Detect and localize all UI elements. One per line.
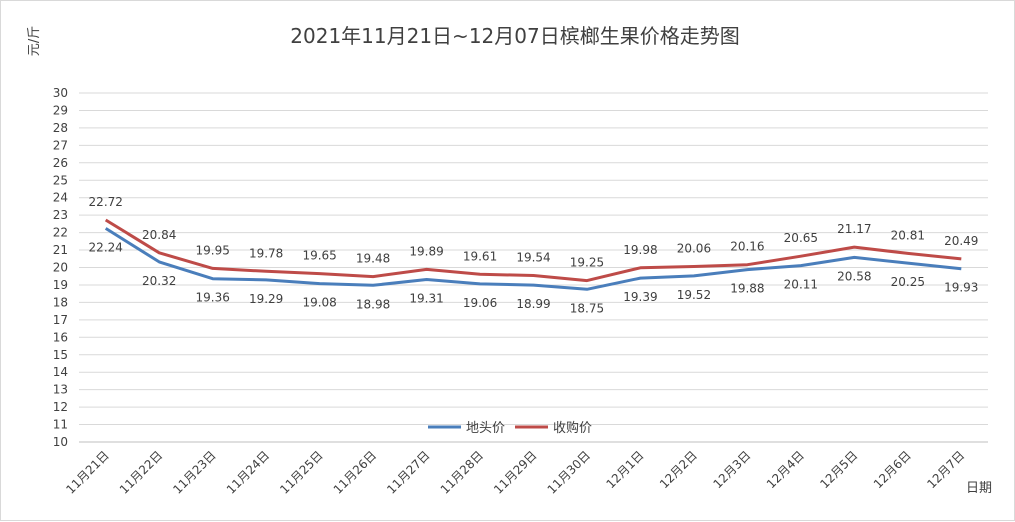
data-label: 20.84	[142, 228, 176, 242]
series-line-purchase-price	[104, 218, 962, 283]
y-tick-label: 27	[53, 138, 68, 152]
x-tick-label: 11月24日	[224, 448, 272, 496]
x-tick-label: 11月23日	[170, 448, 218, 496]
data-label: 20.11	[784, 278, 818, 292]
y-axis-unit: 元/斤	[27, 26, 42, 56]
y-tick-label: 26	[53, 156, 68, 170]
series-lines	[104, 218, 962, 291]
x-tick-label: 12月7日	[924, 448, 967, 491]
x-tick-label: 11月25日	[277, 448, 325, 496]
data-label: 19.06	[463, 296, 497, 310]
y-tick-label: 17	[53, 313, 68, 327]
series-line-ground-price	[104, 227, 962, 291]
x-tick-label: 12月6日	[871, 448, 914, 491]
data-label: 18.99	[516, 297, 550, 311]
data-label: 20.16	[730, 240, 764, 254]
legend-label: 地头价	[466, 421, 505, 436]
y-tick-label: 24	[53, 191, 68, 205]
data-label: 19.39	[623, 290, 657, 304]
data-label: 20.49	[944, 234, 978, 248]
y-tick-label: 21	[53, 243, 68, 257]
x-tick-label: 11月29日	[491, 448, 539, 496]
y-tick-label: 18	[53, 295, 68, 309]
y-tick-label: 23	[53, 208, 68, 222]
data-label: 19.93	[944, 281, 978, 295]
data-label: 19.25	[570, 256, 604, 270]
x-tick-label: 12月2日	[657, 448, 700, 491]
y-tick-label: 12	[53, 400, 68, 414]
data-labels: 22.24 20.32 19.36 19.29 19.08 18.98 19.31 19.06…	[89, 195, 979, 315]
x-tick-label: 12月5日	[817, 448, 860, 491]
legend-label: 收购价	[553, 420, 592, 436]
x-axis-ticks: 11月21日 11月22日 11月23日 11月24日 11月25日 11月26日 11月2…	[63, 448, 967, 496]
data-label: 19.36	[195, 291, 229, 305]
data-label: 21.17	[837, 222, 871, 236]
y-tick-label: 13	[53, 383, 68, 397]
data-label: 19.88	[730, 282, 764, 296]
data-label: 19.48	[356, 252, 390, 266]
x-tick-label: 11月21日	[63, 448, 111, 496]
data-label: 20.58	[837, 269, 871, 283]
data-label: 18.75	[570, 301, 604, 315]
data-label: 20.65	[784, 231, 818, 245]
data-label: 19.98	[623, 243, 657, 257]
data-label: 20.81	[891, 228, 925, 242]
x-tick-label: 11月30日	[545, 448, 593, 496]
chart-title: 2021年11月21日~12月07日槟榔生果价格走势图	[290, 24, 739, 48]
x-tick-label: 11月22日	[117, 448, 165, 496]
y-tick-label: 14	[53, 365, 68, 379]
data-label: 22.72	[89, 195, 123, 209]
y-tick-label: 30	[53, 86, 68, 100]
y-tick-label: 10	[53, 435, 68, 449]
data-label: 19.61	[463, 249, 497, 263]
data-label: 19.29	[249, 292, 283, 306]
y-tick-label: 11	[53, 418, 68, 432]
x-tick-label: 11月28日	[438, 448, 486, 496]
x-tick-label: 11月26日	[331, 448, 379, 496]
data-label: 19.54	[516, 251, 550, 265]
y-axis-ticks: 10 11 12 13 14 15 16 17 18 19 20 21 22 23 24 25 26 27 28 29…	[53, 86, 68, 449]
data-label: 18.98	[356, 297, 390, 311]
y-tick-label: 28	[53, 121, 68, 135]
x-tick-label: 11月27日	[384, 448, 432, 496]
data-label: 20.32	[142, 274, 176, 288]
data-label: 19.78	[249, 246, 283, 260]
data-label: 19.65	[302, 249, 336, 263]
legend: 地头价 收购价	[428, 420, 592, 436]
y-tick-label: 15	[53, 348, 68, 362]
x-tick-label: 12月4日	[764, 448, 807, 491]
data-label: 19.08	[302, 296, 336, 310]
y-tick-label: 19	[53, 278, 68, 292]
data-label: 19.52	[677, 288, 711, 302]
y-tick-label: 20	[53, 261, 68, 275]
data-label: 19.89	[409, 244, 443, 258]
y-tick-label: 29	[53, 103, 68, 117]
data-label: 19.95	[195, 243, 229, 257]
data-label: 22.24	[89, 240, 123, 254]
y-tick-label: 16	[53, 330, 68, 344]
y-tick-label: 25	[53, 173, 68, 187]
x-tick-label: 12月3日	[710, 448, 753, 491]
data-label: 20.25	[891, 275, 925, 289]
x-axis-label: 日期	[966, 481, 992, 496]
data-label: 20.06	[677, 241, 711, 255]
data-label: 19.31	[409, 292, 443, 306]
y-tick-label: 22	[53, 226, 68, 240]
x-tick-label: 12月1日	[603, 448, 646, 491]
grid-lines	[79, 92, 988, 443]
